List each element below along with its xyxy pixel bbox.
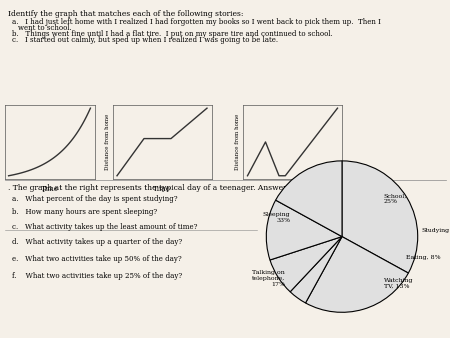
Y-axis label: Distance from home: Distance from home bbox=[235, 114, 240, 170]
Text: went to school.: went to school. bbox=[18, 24, 72, 32]
Wedge shape bbox=[342, 161, 418, 273]
Text: c.   I started out calmly, but sped up when I realized I was going to be late.: c. I started out calmly, but sped up whe… bbox=[12, 36, 278, 44]
Text: Studying: Studying bbox=[422, 228, 450, 233]
Text: School,
25%: School, 25% bbox=[384, 193, 407, 204]
Wedge shape bbox=[266, 200, 342, 260]
Wedge shape bbox=[270, 237, 342, 292]
Text: Talking on
telephone,
17%: Talking on telephone, 17% bbox=[252, 270, 285, 287]
X-axis label: Time: Time bbox=[40, 185, 58, 193]
Text: Eating, 8%: Eating, 8% bbox=[406, 255, 441, 260]
Text: f.    What two activities take up 25% of the day?: f. What two activities take up 25% of th… bbox=[12, 272, 182, 280]
Text: a.   I had just left home with I realized I had forgotten my books so I went bac: a. I had just left home with I realized … bbox=[12, 18, 381, 26]
Text: . The graph at the right represents the typical day of a teenager. Answer these : . The graph at the right represents the … bbox=[8, 184, 352, 192]
Text: b.   How many hours are spent sleeping?: b. How many hours are spent sleeping? bbox=[12, 208, 157, 216]
Wedge shape bbox=[306, 237, 408, 312]
Text: Watching
TV, 13%: Watching TV, 13% bbox=[384, 278, 413, 289]
Y-axis label: Distance from home: Distance from home bbox=[105, 114, 110, 170]
Wedge shape bbox=[290, 237, 342, 303]
X-axis label: Time: Time bbox=[153, 185, 171, 193]
Text: Identify the graph that matches each of the following stories:: Identify the graph that matches each of … bbox=[8, 10, 243, 18]
Text: a.   What percent of the day is spent studying?: a. What percent of the day is spent stud… bbox=[12, 195, 178, 203]
Text: e.   What two activities take up 50% of the day?: e. What two activities take up 50% of th… bbox=[12, 255, 182, 263]
Text: c.   What activity takes up the least amount of time?: c. What activity takes up the least amou… bbox=[12, 223, 198, 231]
X-axis label: Time: Time bbox=[284, 185, 302, 193]
Text: d.   What activity takes up a quarter of the day?: d. What activity takes up a quarter of t… bbox=[12, 238, 182, 246]
Wedge shape bbox=[276, 161, 342, 237]
Text: Sleeping
33%: Sleeping 33% bbox=[263, 212, 291, 223]
Text: b.   Things went fine until I had a flat tire.  I put on my spare tire and conti: b. Things went fine until I had a flat t… bbox=[12, 30, 333, 38]
